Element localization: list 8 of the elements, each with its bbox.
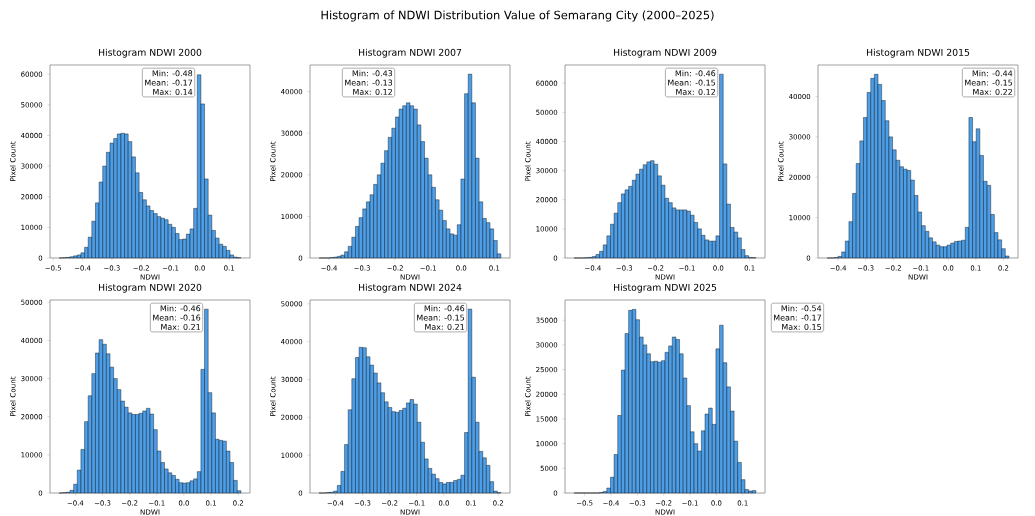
chart-title: Histogram NDWI 2000 bbox=[98, 48, 202, 58]
chart-title: Histogram NDWI 2007 bbox=[358, 48, 462, 58]
text: Histogram of NDWI Distribution Value of Semarang City (2000–2025) bbox=[321, 10, 714, 22]
chart-title: Histogram NDWI 2020 bbox=[98, 283, 202, 293]
chart-title: Histogram NDWI 2015 bbox=[866, 48, 970, 58]
chart-title: Histogram NDWI 2009 bbox=[613, 48, 717, 58]
chart-title: Histogram NDWI 2025 bbox=[613, 283, 717, 293]
chart-title: Histogram NDWI 2024 bbox=[358, 283, 462, 293]
